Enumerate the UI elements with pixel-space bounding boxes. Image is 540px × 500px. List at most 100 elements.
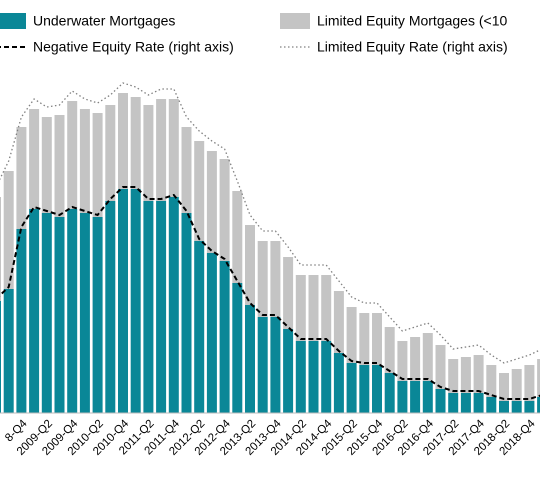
- bar-segment: [499, 401, 509, 413]
- bar-segment: [422, 333, 433, 381]
- bar-segment: [308, 341, 319, 413]
- bar-segment: [524, 365, 535, 401]
- bar-segment: [130, 97, 141, 189]
- bar-segment: [448, 359, 459, 393]
- legend-label: Negative Equity Rate (right axis): [33, 39, 234, 55]
- bar-segment: [321, 275, 332, 341]
- legend-item: Underwater Mortgages: [0, 13, 175, 29]
- bar-segment: [130, 189, 141, 413]
- bar-segment: [346, 307, 357, 363]
- bar-segment: [511, 369, 522, 401]
- bar-segment: [295, 275, 306, 341]
- bar-segment: [41, 117, 52, 213]
- bar-segment: [283, 257, 294, 329]
- bar-segment: [0, 301, 1, 413]
- bar-segment: [105, 105, 116, 201]
- bar-segment: [41, 213, 52, 413]
- bar-segment: [537, 359, 540, 397]
- bar-segment: [194, 241, 205, 413]
- bar-segment: [16, 127, 27, 229]
- bar-segment: [3, 171, 14, 289]
- bar-segment: [245, 225, 255, 305]
- bar-segment: [79, 109, 90, 213]
- bar-segment: [511, 401, 522, 413]
- legend-swatch: [0, 13, 26, 29]
- legend-label: Underwater Mortgages: [33, 13, 175, 29]
- bar-segment: [283, 329, 294, 413]
- bar-segment: [0, 197, 1, 301]
- bar-segment: [168, 99, 179, 197]
- bar-segment: [486, 365, 497, 397]
- bar-segment: [422, 381, 433, 413]
- bar-segment: [372, 313, 382, 365]
- bar-segment: [270, 317, 281, 413]
- bar-segment: [29, 109, 40, 209]
- bar-segment: [295, 341, 306, 413]
- bar-segment: [206, 151, 217, 253]
- bar-segment: [92, 217, 103, 413]
- bar-segment: [79, 213, 90, 413]
- legend-label: Limited Equity Rate (right axis): [317, 39, 508, 55]
- bar-segment: [54, 217, 65, 413]
- bar-segment: [206, 253, 217, 413]
- bar-segment: [156, 99, 167, 201]
- bar-segment: [435, 389, 446, 413]
- legend-swatch: [280, 13, 310, 29]
- bar-segment: [143, 105, 154, 201]
- bar-segment: [359, 365, 370, 413]
- bar-segment: [473, 393, 484, 413]
- bar-segment: [118, 93, 128, 189]
- bar-segment: [219, 261, 230, 413]
- bar-segment: [486, 397, 497, 413]
- bar-segment: [384, 373, 395, 413]
- bar-segment: [372, 365, 382, 413]
- bar-segment: [524, 401, 535, 413]
- bar-segment: [181, 127, 192, 213]
- bar-segment: [359, 313, 370, 365]
- bar-segment: [410, 337, 421, 381]
- bar-segment: [397, 341, 408, 381]
- bar-segment: [67, 101, 78, 209]
- bar-segment: [105, 201, 116, 413]
- bar-segment: [181, 213, 192, 413]
- bar-segment: [346, 363, 357, 413]
- bar-segment: [92, 113, 103, 217]
- bar-segment: [384, 327, 395, 373]
- bar-segment: [397, 381, 408, 413]
- legend-item: Negative Equity Rate (right axis): [0, 39, 234, 55]
- line-series: [0, 186, 540, 400]
- bar-segment: [460, 357, 471, 393]
- bar-segment: [143, 201, 154, 413]
- bar-segment: [537, 397, 540, 413]
- bar-segment: [54, 115, 65, 217]
- bar-segment: [194, 141, 205, 241]
- bar-segment: [270, 241, 281, 317]
- legend-item: Limited Equity Rate (right axis): [280, 39, 508, 55]
- bar-segment: [435, 345, 446, 389]
- bar-segment: [257, 317, 268, 413]
- bar-segment: [232, 191, 243, 283]
- bar-segment: [473, 355, 484, 393]
- bar-segment: [499, 373, 509, 401]
- bar-segment: [67, 209, 78, 413]
- bar-segment: [156, 201, 167, 413]
- bar-segment: [219, 159, 230, 261]
- bar-segment: [257, 241, 268, 317]
- legend-label: Limited Equity Mortgages (<10: [317, 13, 507, 29]
- line-series: [0, 82, 540, 364]
- bar-segment: [245, 305, 255, 413]
- bar-segment: [16, 229, 27, 413]
- bar-segment: [333, 353, 344, 413]
- bar-segment: [168, 197, 179, 413]
- bar-segment: [3, 289, 14, 413]
- bar-segment: [308, 275, 319, 341]
- bar-segment: [29, 209, 40, 413]
- bar-segment: [321, 341, 332, 413]
- bar-segment: [118, 189, 128, 413]
- bar-segment: [448, 393, 459, 413]
- bar-segment: [333, 291, 344, 353]
- legend-item: Limited Equity Mortgages (<10: [280, 13, 507, 29]
- bar-segment: [410, 381, 421, 413]
